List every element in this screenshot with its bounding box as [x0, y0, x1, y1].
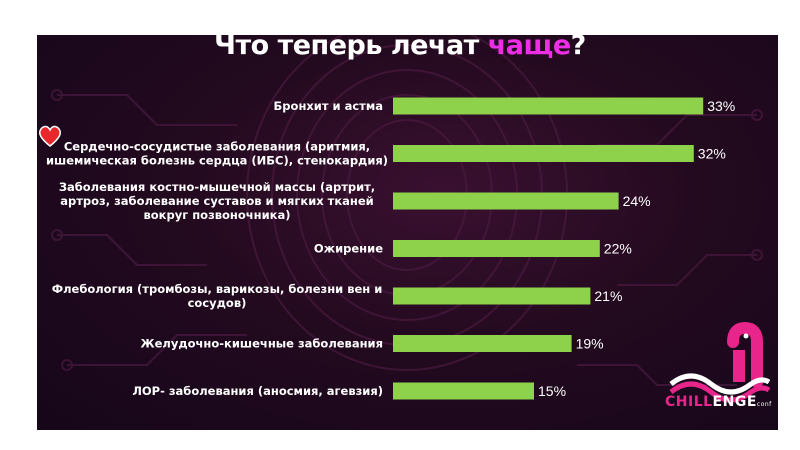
category-label-4: Ожирение	[314, 242, 383, 256]
brand-part-b: ENGE	[712, 394, 757, 410]
brand-part-a: CHILL	[665, 394, 713, 410]
category-label-6: Желудочно-кишечные заболевания	[141, 337, 383, 351]
value-label-3: 24%	[623, 193, 651, 209]
bar-1	[393, 97, 704, 115]
brand-suffix: conf	[756, 401, 772, 408]
category-label-1: Бронхит и астма	[274, 99, 383, 113]
category-label-2: Сердечно-сосудистые заболевания (аритмия…	[46, 140, 388, 168]
title-question-mark: ?	[570, 30, 587, 61]
value-label-4: 22%	[604, 241, 632, 257]
page-title: Что теперь лечат чаще?	[0, 30, 800, 61]
title-accent-word: чаще	[487, 30, 571, 61]
category-label-7: ЛОР- заболевания (аносмия, агевзия)	[132, 384, 383, 398]
bar-7	[393, 382, 534, 400]
value-label-5: 21%	[594, 288, 622, 304]
bar-5	[393, 287, 591, 305]
serpent-logo-icon	[669, 322, 771, 403]
category-label-5: Флебология (тромбозы, варикозы, болезни …	[52, 282, 383, 310]
bar-3	[393, 192, 619, 210]
bar-2	[393, 145, 694, 162]
brand-logo-text: CHILLENGEconf	[665, 394, 772, 410]
value-label-2: 32%	[698, 146, 726, 162]
title-text: Что теперь лечат	[214, 30, 488, 61]
heart-icon	[38, 125, 62, 147]
bar-6	[393, 335, 572, 352]
value-label-6: 19%	[576, 336, 604, 352]
value-label-1: 33%	[707, 98, 735, 114]
value-label-7: 15%	[538, 383, 566, 399]
category-label-3: Заболевания костно-мышечной массы (артри…	[59, 180, 375, 222]
bar-4	[393, 240, 600, 257]
